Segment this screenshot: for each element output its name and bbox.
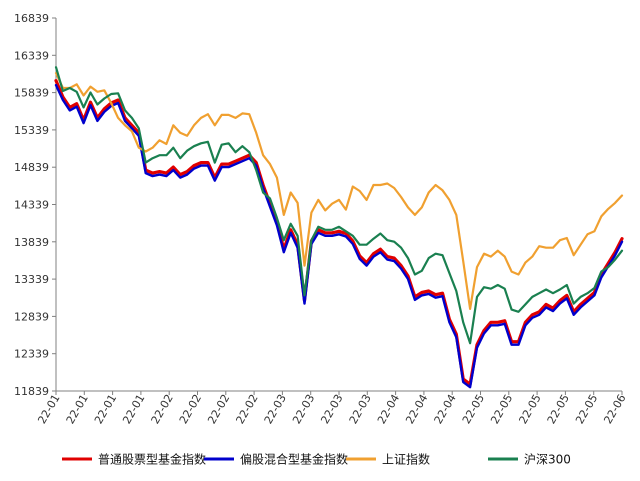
x-tick-label: 22-05: [488, 392, 515, 426]
series-line-0: [54, 78, 624, 386]
x-tick-label: 22-01: [64, 392, 91, 426]
series-lines: [54, 66, 624, 389]
x-tick-label: 22-05: [460, 392, 487, 426]
x-tick-label: 22-01: [92, 392, 119, 426]
x-tick-label: 22-03: [318, 392, 345, 426]
x-tick-label: 22-05: [573, 392, 600, 426]
legend: 普通股票型基金指数 偏股混合型基金指数 上证指数 沪深300: [62, 452, 571, 467]
y-tick-label: 16339: [14, 49, 49, 62]
x-tick-label: 22-02: [177, 392, 204, 426]
legend-label-1: 偏股混合型基金指数: [240, 452, 348, 467]
x-tick-label: 22-04: [403, 392, 430, 426]
x-tick-label: 22-06: [601, 392, 628, 426]
x-tick-label: 22-03: [290, 392, 317, 426]
series-line-1: [54, 83, 624, 389]
x-tick-label: 22-02: [149, 392, 176, 426]
y-tick-label: 14339: [14, 199, 49, 212]
y-tick-label: 15839: [14, 87, 49, 100]
y-tick-label: 12839: [14, 310, 49, 323]
series-line-2: [54, 71, 624, 310]
x-tick-label: 22-03: [347, 392, 374, 426]
x-tick-label: 22-02: [205, 392, 232, 426]
y-tick-label: 12339: [14, 348, 49, 361]
x-tick-label: 22-01: [120, 392, 147, 426]
axes: [55, 18, 622, 392]
legend-label-2: 上证指数: [382, 452, 430, 467]
y-tick-labels: 16839 16339 15839 15339 14839 14339 13839 13339…: [14, 12, 56, 398]
x-tick-label: 22-04: [432, 392, 459, 426]
legend-label-0: 普通股票型基金指数: [98, 452, 206, 467]
x-tick-label: 22-02: [233, 392, 260, 426]
y-tick-label: 15339: [14, 124, 49, 137]
x-tick-labels: 22-01 22-01 22-01 22-01 22-02 22-02 22-02 22-02…: [35, 391, 629, 426]
y-tick-label: 14839: [14, 161, 49, 174]
x-tick-label: 22-04: [375, 392, 402, 426]
y-tick-label: 16839: [14, 12, 49, 25]
series-line-3: [54, 66, 624, 345]
x-tick-label: 22-03: [262, 392, 289, 426]
y-tick-label: 11839: [14, 385, 49, 398]
x-tick-label: 22-05: [516, 392, 543, 426]
y-tick-label: 13339: [14, 273, 49, 286]
x-tick-label: 22-05: [545, 392, 572, 426]
y-tick-label: 13839: [14, 236, 49, 249]
legend-label-3: 沪深300: [524, 453, 571, 467]
